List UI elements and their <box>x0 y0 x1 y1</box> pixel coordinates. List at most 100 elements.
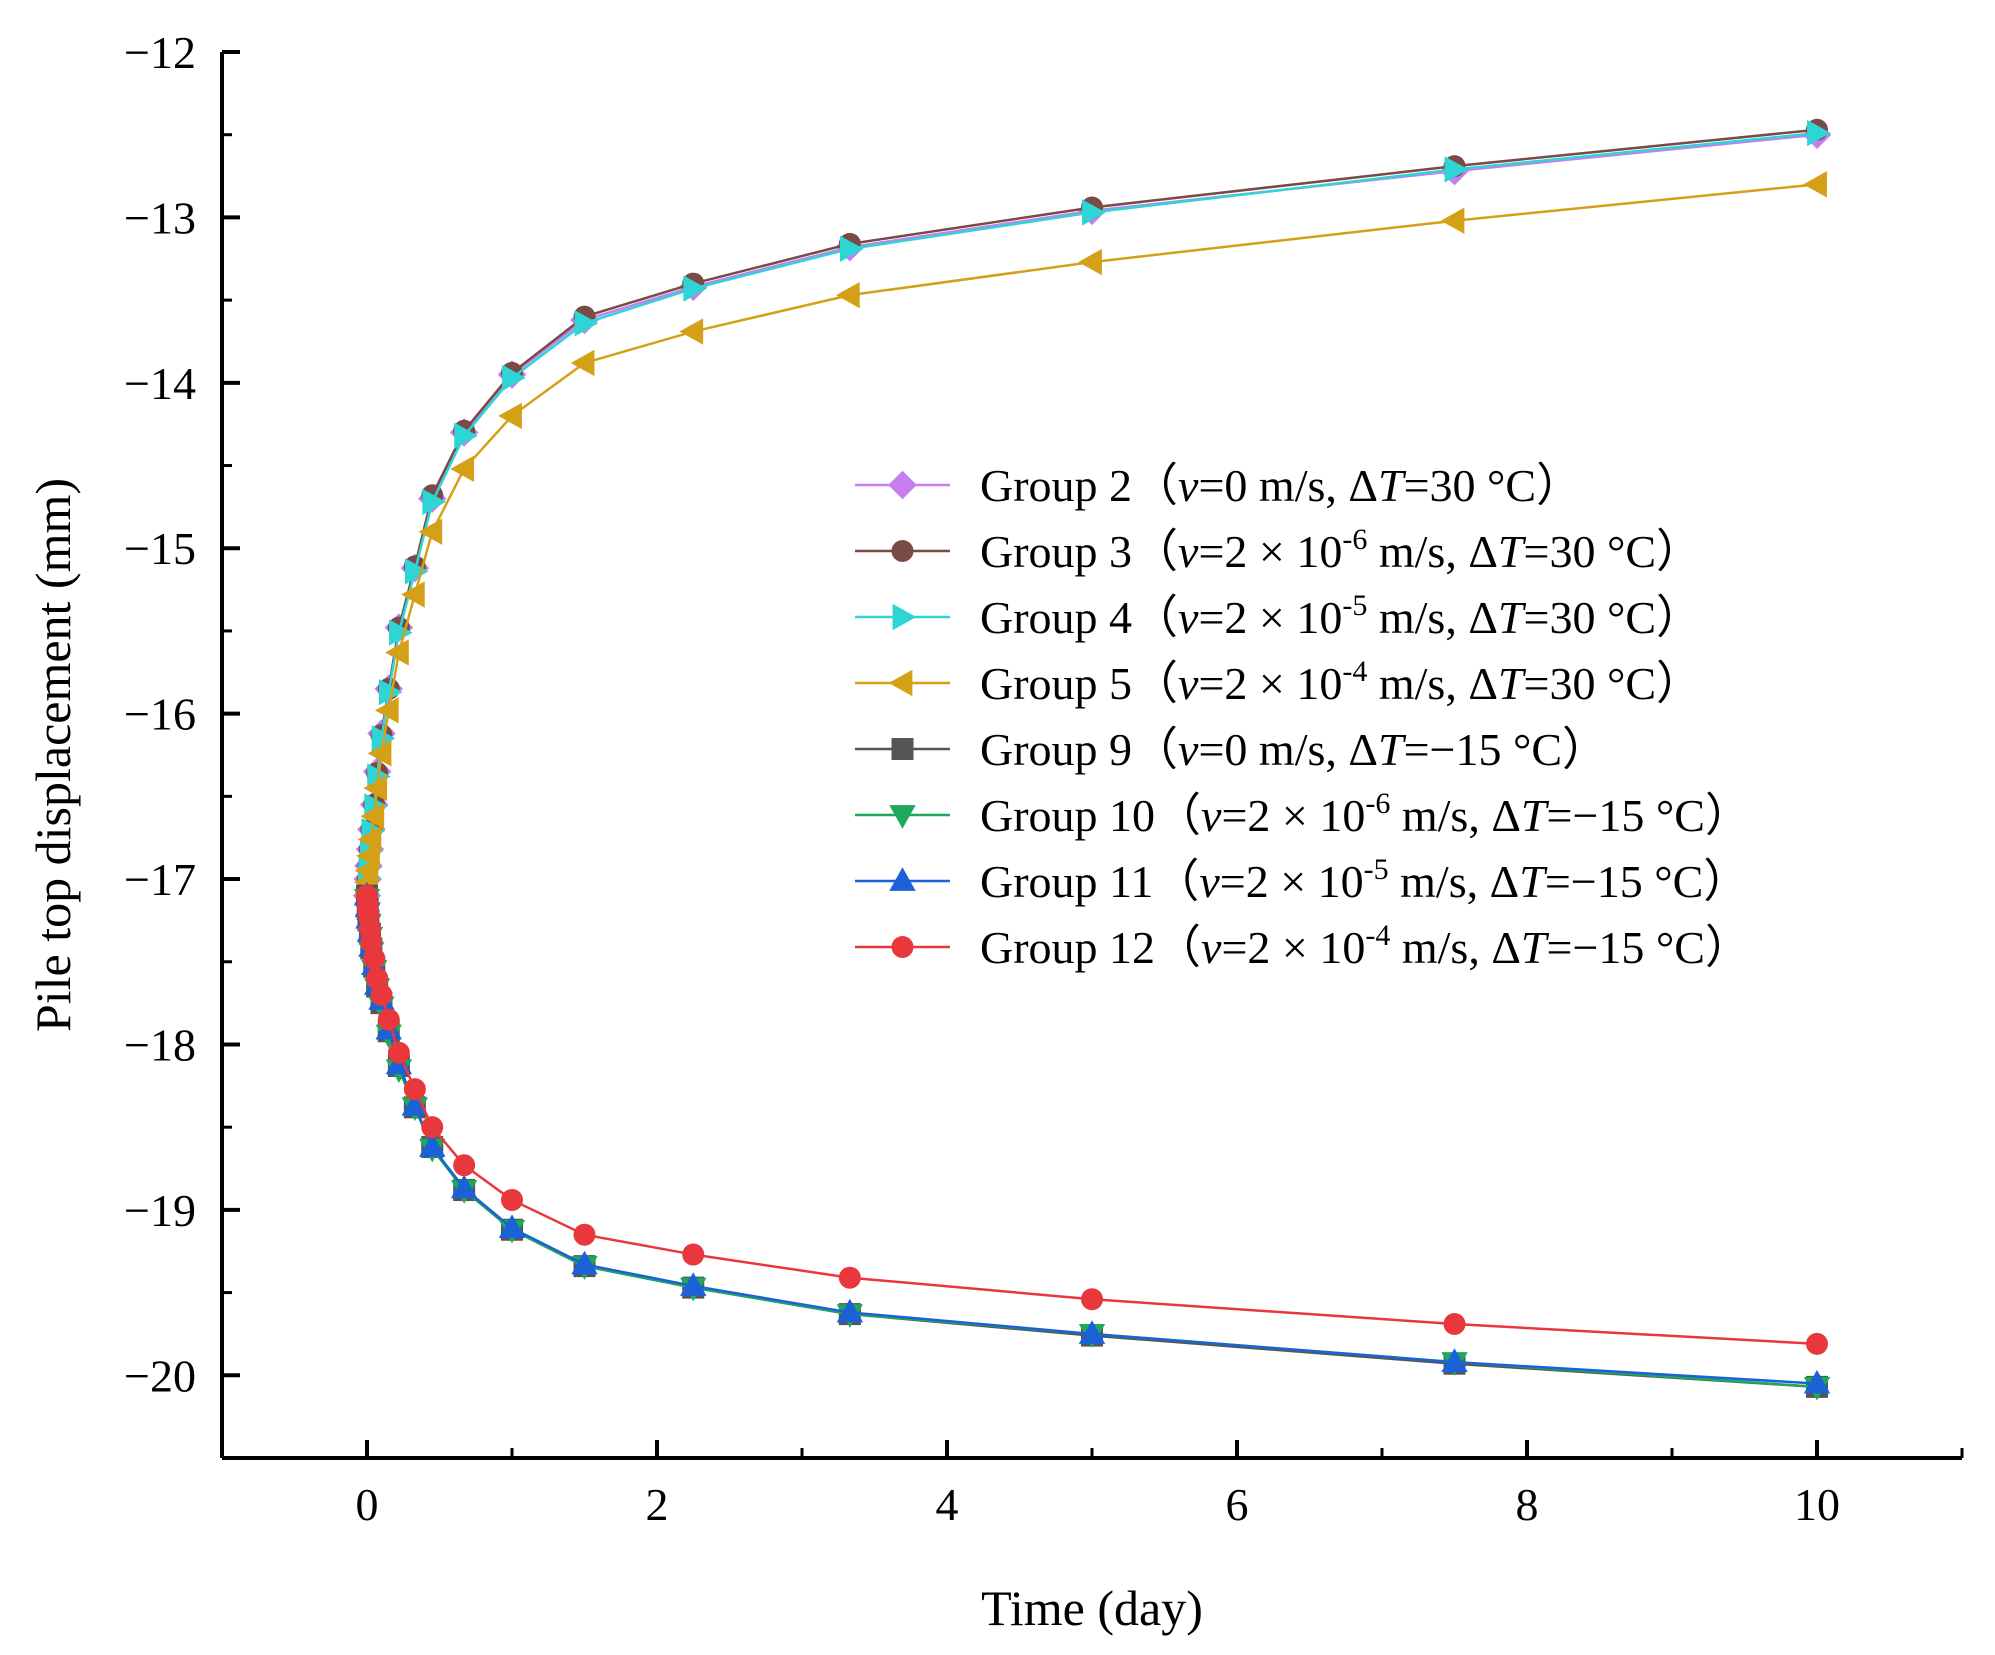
y-tick-label: −16 <box>124 689 196 740</box>
legend-label: Group 9（v=0 m/s, ΔT=−15 °C） <box>980 724 1608 775</box>
legend-item: Group 12（v=2 × 10-4 m/s, ΔT=−15 °C） <box>855 919 1751 973</box>
data-point <box>454 422 478 449</box>
data-point <box>1443 1313 1466 1336</box>
legend-label: Group 10（v=2 × 10-6 m/s, ΔT=−15 °C） <box>980 787 1751 841</box>
data-point <box>370 983 393 1006</box>
data-point <box>571 1250 598 1275</box>
data-point <box>418 518 443 545</box>
series-line <box>365 133 1818 896</box>
data-point <box>1441 1348 1468 1372</box>
data-point <box>838 1266 861 1289</box>
data-point <box>453 1154 476 1177</box>
data-point <box>363 774 388 802</box>
data-point <box>367 740 392 767</box>
legend-item: Group 11（v=2 × 10-5 m/s, ΔT=−15 °C） <box>855 853 1749 907</box>
data-point <box>356 842 380 870</box>
legend-item: Group 3（v=2 × 10-6 m/s, ΔT=30 °C） <box>855 523 1702 577</box>
legend-marker <box>889 867 916 891</box>
legend-marker <box>892 603 917 631</box>
data-point <box>357 826 382 853</box>
data-point <box>360 930 383 953</box>
data-point <box>836 1298 864 1323</box>
data-point <box>404 558 429 585</box>
legend-label: Group 4（v=2 × 10-5 m/s, ΔT=30 °C） <box>980 589 1702 643</box>
y-tick-label: −13 <box>124 192 196 243</box>
data-point <box>421 1116 444 1139</box>
y-tick-label: −20 <box>124 1350 196 1401</box>
legend-item: Group 2（v=0 m/s, ΔT=30 °C） <box>855 460 1582 511</box>
legend-label: Group 12（v=2 × 10-4 m/s, ΔT=−15 °C） <box>980 919 1751 973</box>
data-point <box>450 455 475 483</box>
data-point <box>1078 1320 1106 1344</box>
y-tick-label: −19 <box>124 1185 196 1236</box>
data-point <box>377 1008 400 1031</box>
data-point <box>498 402 522 430</box>
x-tick-label: 8 <box>1516 1479 1539 1530</box>
x-tick-label: 2 <box>646 1479 669 1530</box>
legend-item: Group 4（v=2 × 10-5 m/s, ΔT=30 °C） <box>855 589 1702 643</box>
legend-item: Group 10（v=2 × 10-6 m/s, ΔT=−15 °C） <box>855 787 1751 841</box>
data-point <box>1803 171 1827 198</box>
legend-label: Group 5（v=2 × 10-4 m/s, ΔT=30 °C） <box>980 655 1702 709</box>
y-axis-title: Pile top displacement (mm) <box>25 478 81 1032</box>
data-point <box>387 1041 410 1064</box>
legend-label: Group 3（v=2 × 10-6 m/s, ΔT=30 °C） <box>980 523 1702 577</box>
data-point <box>501 1188 523 1211</box>
data-point <box>1440 207 1465 234</box>
y-tick-label: −15 <box>124 523 196 574</box>
x-tick-label: 6 <box>1226 1479 1249 1530</box>
legend-item: Group 5（v=2 × 10-4 m/s, ΔT=30 °C） <box>855 655 1702 709</box>
legend: Group 2（v=0 m/s, ΔT=30 °C） Group 3（v=2 × … <box>855 460 1751 973</box>
data-point <box>680 1272 707 1296</box>
data-point <box>682 1243 705 1266</box>
data-point <box>1082 199 1106 226</box>
data-point <box>573 1223 596 1246</box>
data-point <box>1803 1369 1831 1394</box>
data-point <box>401 581 425 608</box>
data-point <box>360 803 385 830</box>
data-point <box>570 349 595 377</box>
data-point <box>836 281 860 309</box>
x-tick-label: 0 <box>356 1479 379 1530</box>
y-tick-label: −17 <box>124 854 196 905</box>
legend-marker <box>891 540 914 562</box>
data-point <box>1807 119 1831 147</box>
legend-label: Group 11（v=2 × 10-5 m/s, ΔT=−15 °C） <box>980 853 1749 907</box>
legend-marker <box>888 669 913 697</box>
data-point <box>366 967 389 990</box>
x-tick-label: 10 <box>1794 1479 1840 1530</box>
data-point <box>422 488 446 516</box>
x-axis-title: Time (day) <box>981 1580 1203 1636</box>
data-point <box>574 310 599 337</box>
data-point <box>1444 156 1469 183</box>
legend-marker <box>889 805 916 829</box>
series-layer <box>352 118 1832 1401</box>
legend-marker <box>888 470 917 500</box>
data-point <box>683 275 707 302</box>
data-point <box>389 619 413 646</box>
data-point <box>450 1174 478 1199</box>
data-point <box>401 1091 429 1116</box>
data-point <box>1078 248 1102 276</box>
data-point <box>1081 1288 1103 1311</box>
data-point <box>419 1133 446 1157</box>
data-point <box>679 318 704 345</box>
series-group-12 <box>356 884 1828 1355</box>
legend-marker <box>891 738 914 760</box>
data-point <box>498 1214 526 1238</box>
axes: 0 2 4 6 8 10 −12 −13 −14 −15 −16 −17 −18 −19 −20 <box>124 27 1964 1530</box>
data-point <box>839 235 864 263</box>
series-line <box>365 128 1818 896</box>
series-group-3 <box>356 118 1828 907</box>
y-tick-label: −12 <box>124 27 196 78</box>
data-point <box>375 697 399 724</box>
legend-label: Group 2（v=0 m/s, ΔT=30 °C） <box>980 460 1582 511</box>
data-point <box>385 639 409 666</box>
x-tick-label: 4 <box>936 1479 959 1530</box>
data-point <box>363 947 386 970</box>
y-tick-label: −18 <box>124 1019 196 1070</box>
data-point <box>1806 1332 1828 1355</box>
data-point <box>403 1078 426 1101</box>
legend-marker <box>891 936 914 958</box>
